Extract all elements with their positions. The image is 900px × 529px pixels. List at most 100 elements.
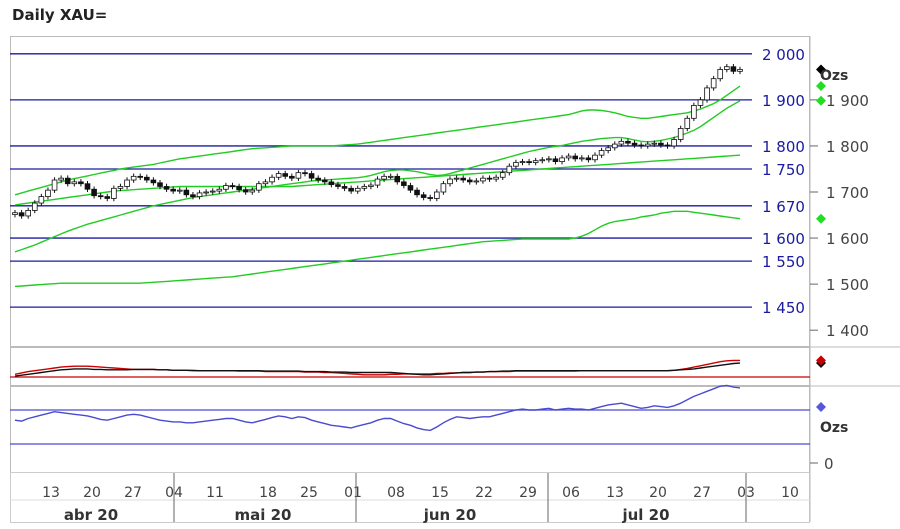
candle-body: [51, 179, 58, 191]
candle-body: [585, 157, 592, 161]
candle-body: [493, 176, 499, 180]
candle-body: [302, 172, 308, 175]
candle-body: [144, 176, 150, 181]
macd-signal-marker: [816, 355, 826, 366]
candle-body: [638, 144, 644, 147]
candle-body: [31, 202, 38, 211]
candle-body: [414, 189, 420, 196]
candle-body: [275, 173, 282, 178]
candle-body: [513, 162, 519, 167]
level-label: 1 550: [762, 253, 805, 271]
candle-body: [170, 188, 176, 192]
level-label: 1 450: [762, 299, 805, 317]
candle-body: [460, 177, 466, 181]
candle-body: [374, 178, 381, 186]
rsi-marker: [816, 402, 826, 412]
x-tick-label: 20: [83, 485, 101, 501]
candle-body: [249, 189, 256, 193]
y-tick-label: 1 500: [826, 276, 869, 294]
upper-band-line: [14, 85, 741, 196]
candle-body: [262, 181, 269, 185]
y-tick-label: 1 700: [826, 184, 869, 202]
candle-body: [611, 143, 618, 149]
month-label: jun 20: [423, 506, 477, 524]
candle-body: [519, 161, 526, 164]
candle-body: [97, 195, 104, 198]
candle-body: [605, 147, 611, 151]
x-tick-label: 11: [206, 485, 224, 501]
level-label: 1 800: [762, 138, 805, 156]
candle-body: [644, 143, 651, 147]
candle-body: [592, 154, 598, 161]
candle-body: [427, 197, 434, 199]
macd-panel-frame: [10, 347, 810, 386]
candle-body: [348, 187, 354, 192]
candle-body: [730, 66, 737, 72]
x-tick-label: 18: [259, 485, 277, 501]
month-label: jul 20: [621, 506, 669, 524]
candle-body: [111, 187, 117, 199]
candle-body: [183, 189, 190, 196]
candle-body: [354, 187, 361, 192]
candle-body: [242, 189, 249, 193]
candle-body: [163, 186, 170, 190]
candle-body: [229, 185, 236, 187]
candle-body: [532, 160, 539, 163]
candle-body: [658, 142, 664, 146]
x-tick-label: 08: [387, 485, 405, 501]
x-tick-label: 13: [42, 485, 60, 501]
level-label: 1 670: [762, 198, 805, 216]
candle-body: [526, 161, 532, 164]
candle-body: [572, 155, 579, 160]
x-tick-label: 27: [693, 485, 711, 501]
candle-body: [486, 177, 493, 180]
candle-body: [565, 155, 572, 159]
candle-body: [269, 176, 275, 183]
y-tick-label: 1 900: [826, 92, 869, 110]
lower-band-line: [14, 210, 741, 288]
candle-body: [671, 139, 677, 147]
candle-body: [434, 191, 440, 199]
candle-body: [18, 212, 25, 217]
candle-body: [499, 172, 506, 178]
candle-body: [394, 175, 401, 183]
candle-body: [618, 140, 625, 145]
candle-body: [466, 179, 473, 183]
candle-body: [473, 180, 480, 183]
candle-body: [308, 173, 315, 179]
x-tick-label: 25: [300, 485, 318, 501]
candle-body: [598, 150, 605, 156]
candle-body: [124, 179, 130, 187]
x-tick-label: 06: [562, 485, 580, 501]
candle-body: [315, 177, 321, 181]
x-tick-label: 15: [431, 485, 449, 501]
candle-body: [664, 144, 671, 147]
candle-body: [157, 182, 163, 187]
y-tick-label: 1 600: [826, 230, 869, 248]
candle-body: [717, 69, 724, 80]
candle-body: [203, 191, 209, 194]
candle-body: [407, 185, 414, 191]
candle-body: [137, 175, 144, 178]
x-tick-label: 27: [124, 485, 142, 501]
candle-body: [737, 69, 743, 72]
candle-body: [104, 196, 111, 199]
candle-body: [420, 194, 427, 198]
unit-label: Ozs: [820, 68, 848, 84]
candle-body: [651, 142, 658, 145]
candle-body: [25, 210, 31, 217]
candle-body: [401, 181, 407, 186]
lower-band-marker: [816, 213, 826, 224]
rsi-line: [14, 384, 741, 432]
x-tick-label: 29: [519, 485, 537, 501]
candle-body: [368, 184, 374, 187]
candle-body: [64, 177, 71, 185]
candle-body: [12, 212, 18, 215]
candle-body: [190, 194, 196, 198]
level-label: 1 750: [762, 161, 805, 179]
upper-band-marker: [816, 81, 826, 92]
candle-body: [321, 179, 328, 183]
x-tick-label: 10: [781, 485, 799, 501]
candle-body: [130, 175, 137, 181]
